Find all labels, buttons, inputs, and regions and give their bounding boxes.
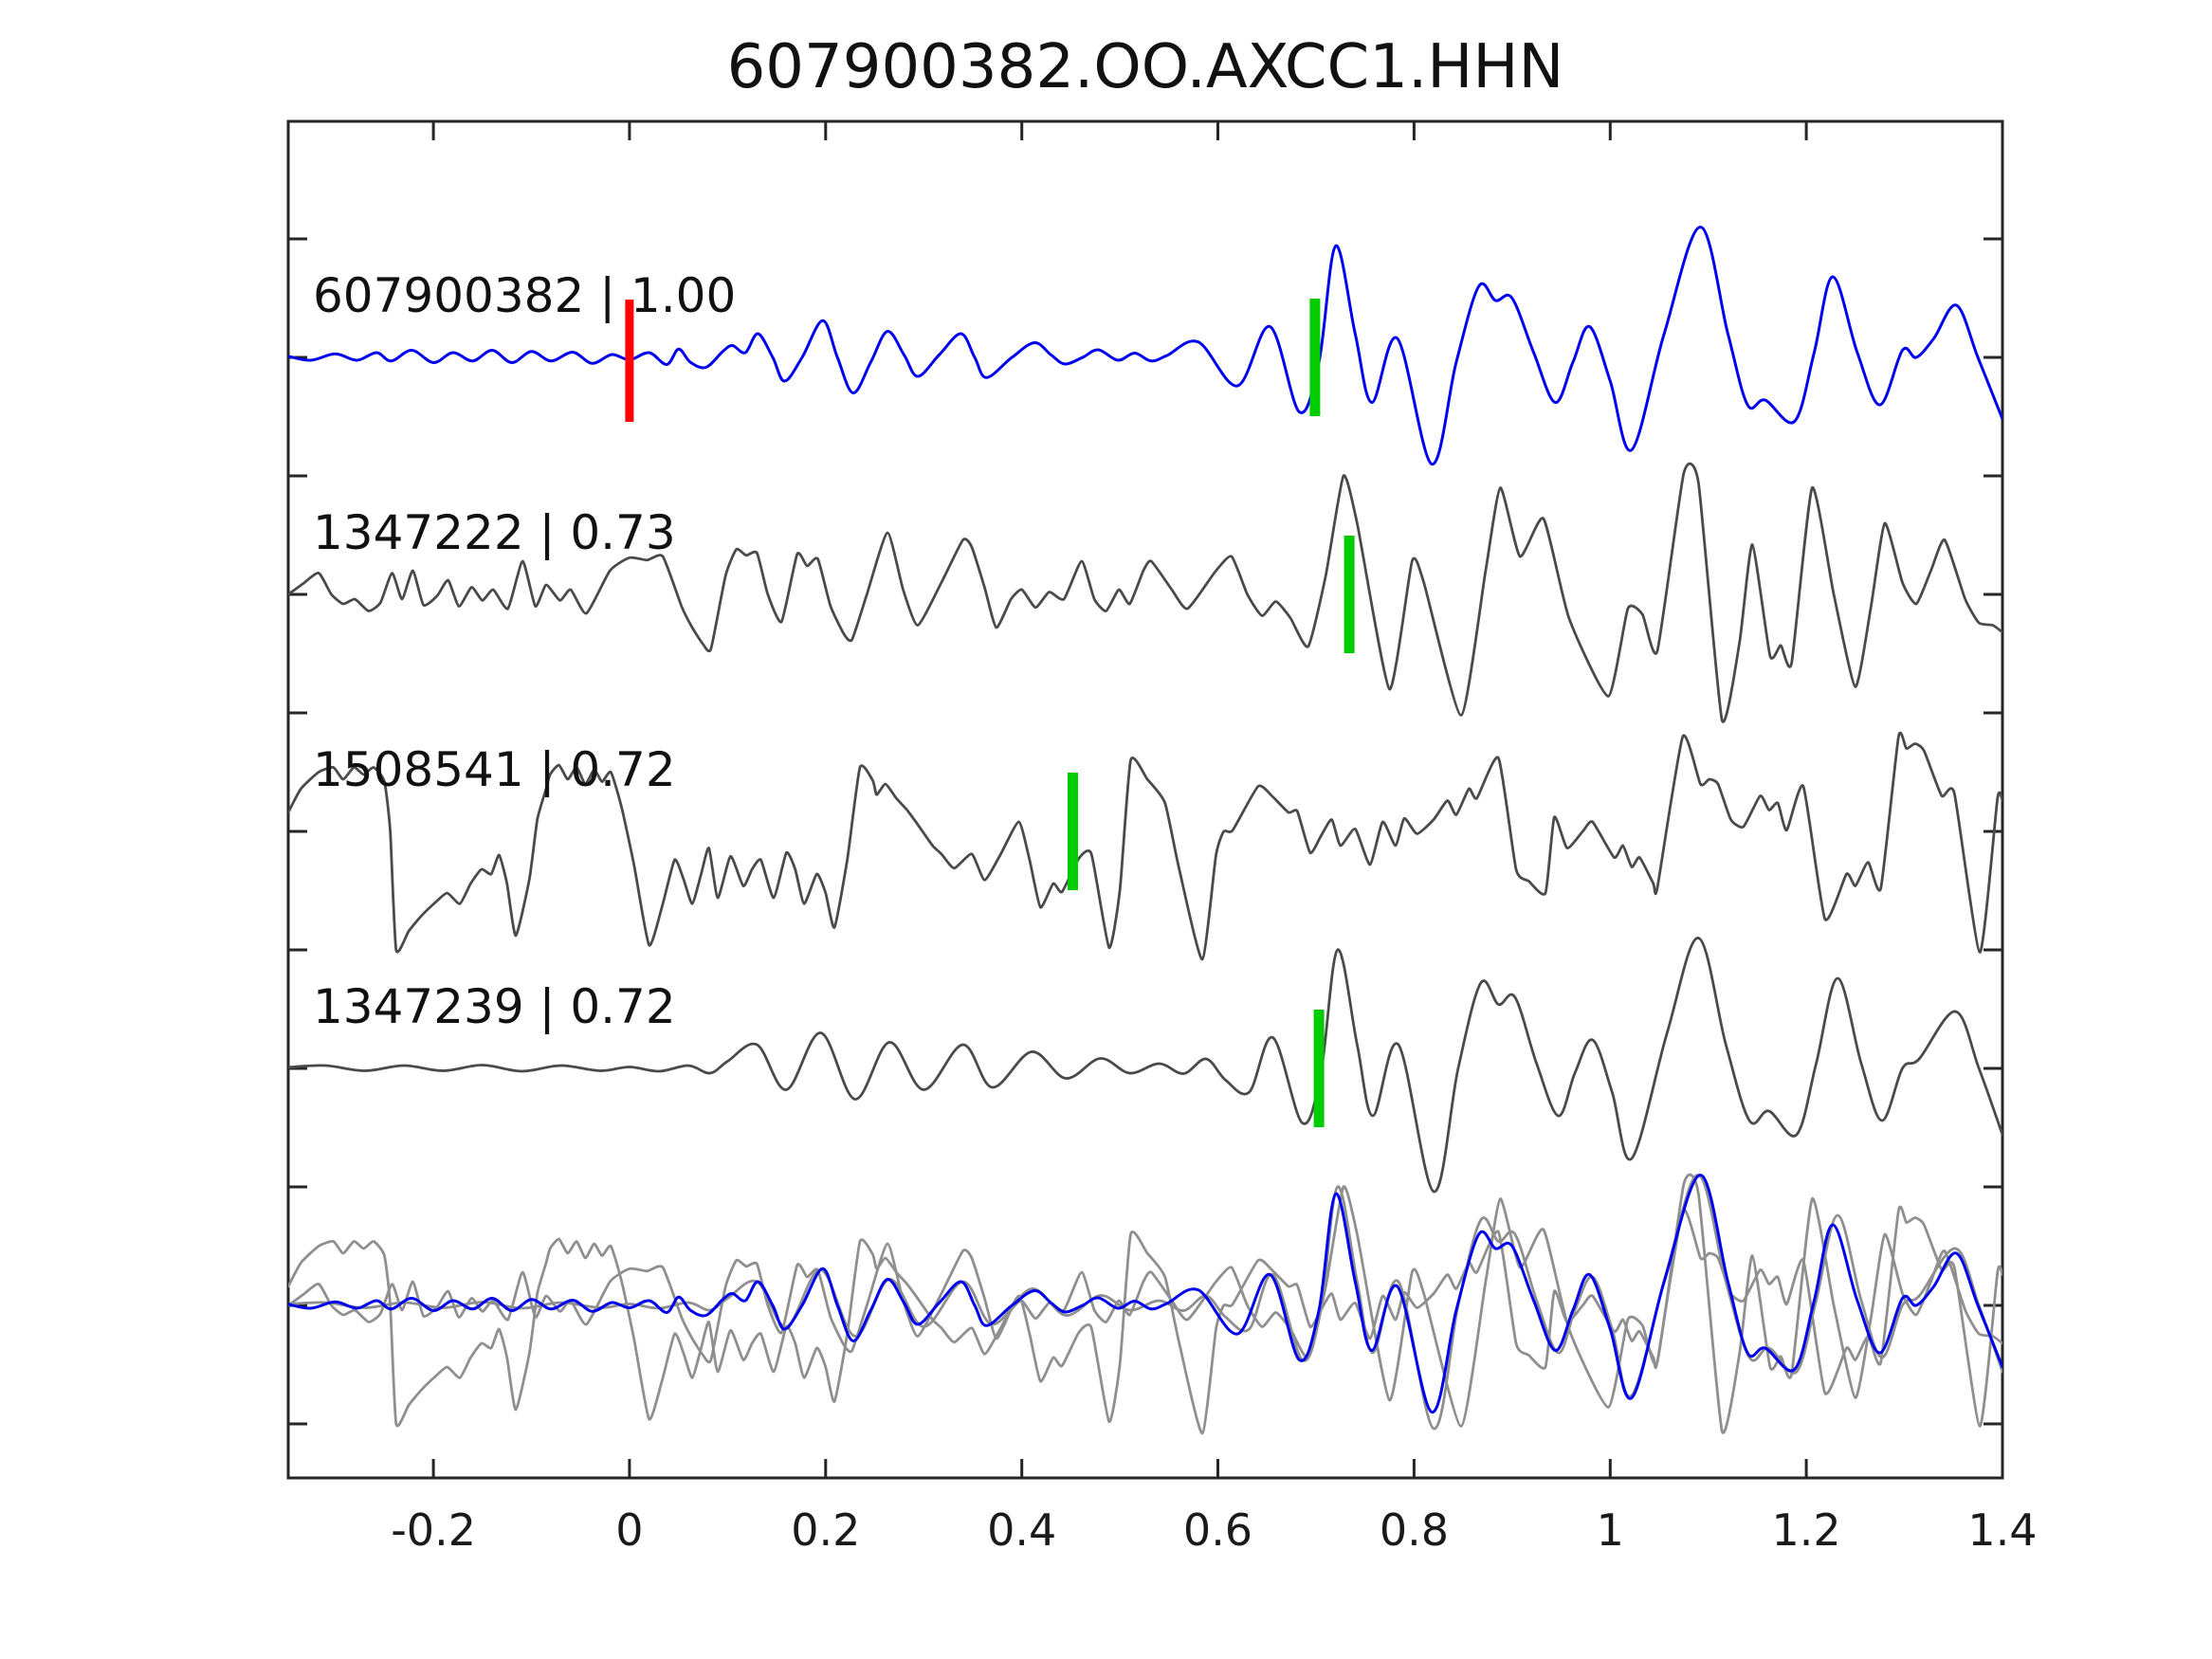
trace-1347239-path [288,937,2002,1194]
x-tick-labels: -0.2 0 0.2 0.4 0.6 0.8 1 1.2 1.4 [391,1504,2037,1556]
pick-marker-607900382 [1309,299,1321,416]
trace-607900382-path [288,226,2002,465]
chart-title: 607900382.OO.AXCC1.HHN [727,32,1564,102]
overlay-trace-607900382-path [288,1174,2002,1413]
x-tick-label: 0.8 [1380,1504,1449,1556]
pick-marker-1347239 [1313,1010,1325,1127]
reference-marker-607900382 [625,300,634,422]
trace-labels: 607900382 | 1.00 1347222 | 0.73 1508541 … [313,268,736,1034]
trace-label-reference-3: 1347239 | 0.72 [313,979,676,1034]
trace-label-reference-2: 1508541 | 0.72 [313,742,676,797]
x-tick-label: 1 [1597,1504,1624,1556]
x-tick-label: 1.4 [1967,1504,2037,1556]
pick-markers [625,299,1355,1127]
trace-label-reference-1: 1347222 | 0.73 [313,505,676,560]
x-tick-label: 1.2 [1772,1504,1841,1556]
trace-label-target: 607900382 | 1.00 [313,268,736,323]
plot-frame [286,119,2004,1480]
trace-1508541-path [288,731,2002,961]
waveform-traces [288,226,2002,1435]
x-tick-label: 0 [615,1504,643,1556]
axis-ticks [288,121,2004,1478]
pick-marker-1508541 [1068,773,1078,890]
trace-1347222-path [288,462,2002,723]
overlay-trace-1508541-path [288,1205,2002,1435]
x-tick-label: -0.2 [391,1504,476,1556]
x-tick-label: 0.6 [1183,1504,1252,1556]
x-tick-label: 0.4 [987,1504,1056,1556]
overlay-trace-1347239-path [288,1174,2002,1431]
x-tick-label: 0.2 [791,1504,860,1556]
pick-marker-1347222 [1344,536,1355,653]
